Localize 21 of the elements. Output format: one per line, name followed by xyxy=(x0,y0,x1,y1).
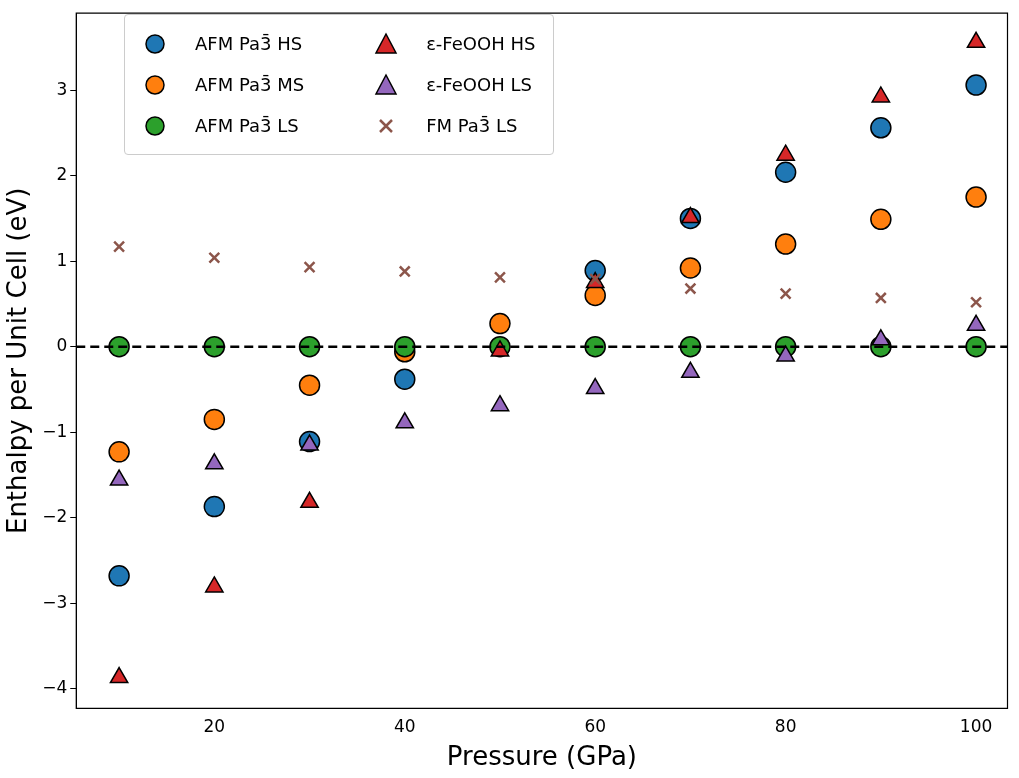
y-tick-label: 1 xyxy=(56,249,68,270)
x-axis-title: Pressure (GPa) xyxy=(446,741,637,772)
legend-label: AFM Pa3̄ LS xyxy=(195,115,299,136)
legend-label: ε-FeOOH LS xyxy=(426,74,532,95)
legend-label: FM Pa3̄ LS xyxy=(426,115,518,136)
y-tick-label: −1 xyxy=(42,420,68,441)
x-tick-label: 40 xyxy=(393,716,416,737)
y-tick-label: −2 xyxy=(42,506,68,527)
y-tick-label: −4 xyxy=(42,677,68,698)
x-tick-label: 80 xyxy=(774,716,797,737)
x-tick-label: 100 xyxy=(959,716,993,737)
y-tick-label: 3 xyxy=(56,78,68,99)
legend-label: ε-FeOOH HS xyxy=(426,33,536,54)
y-axis-title: Enthalpy per Unit Cell (eV) xyxy=(2,187,33,535)
legend-label: AFM Pa3̄ MS xyxy=(195,74,305,95)
y-tick-label: −3 xyxy=(42,591,68,612)
x-tick-label: 20 xyxy=(203,716,226,737)
x-tick-label: 60 xyxy=(584,716,607,737)
legend-label: AFM Pa3̄ HS xyxy=(195,33,303,54)
y-tick-label: 0 xyxy=(56,335,68,356)
y-tick-label: 2 xyxy=(56,164,68,185)
